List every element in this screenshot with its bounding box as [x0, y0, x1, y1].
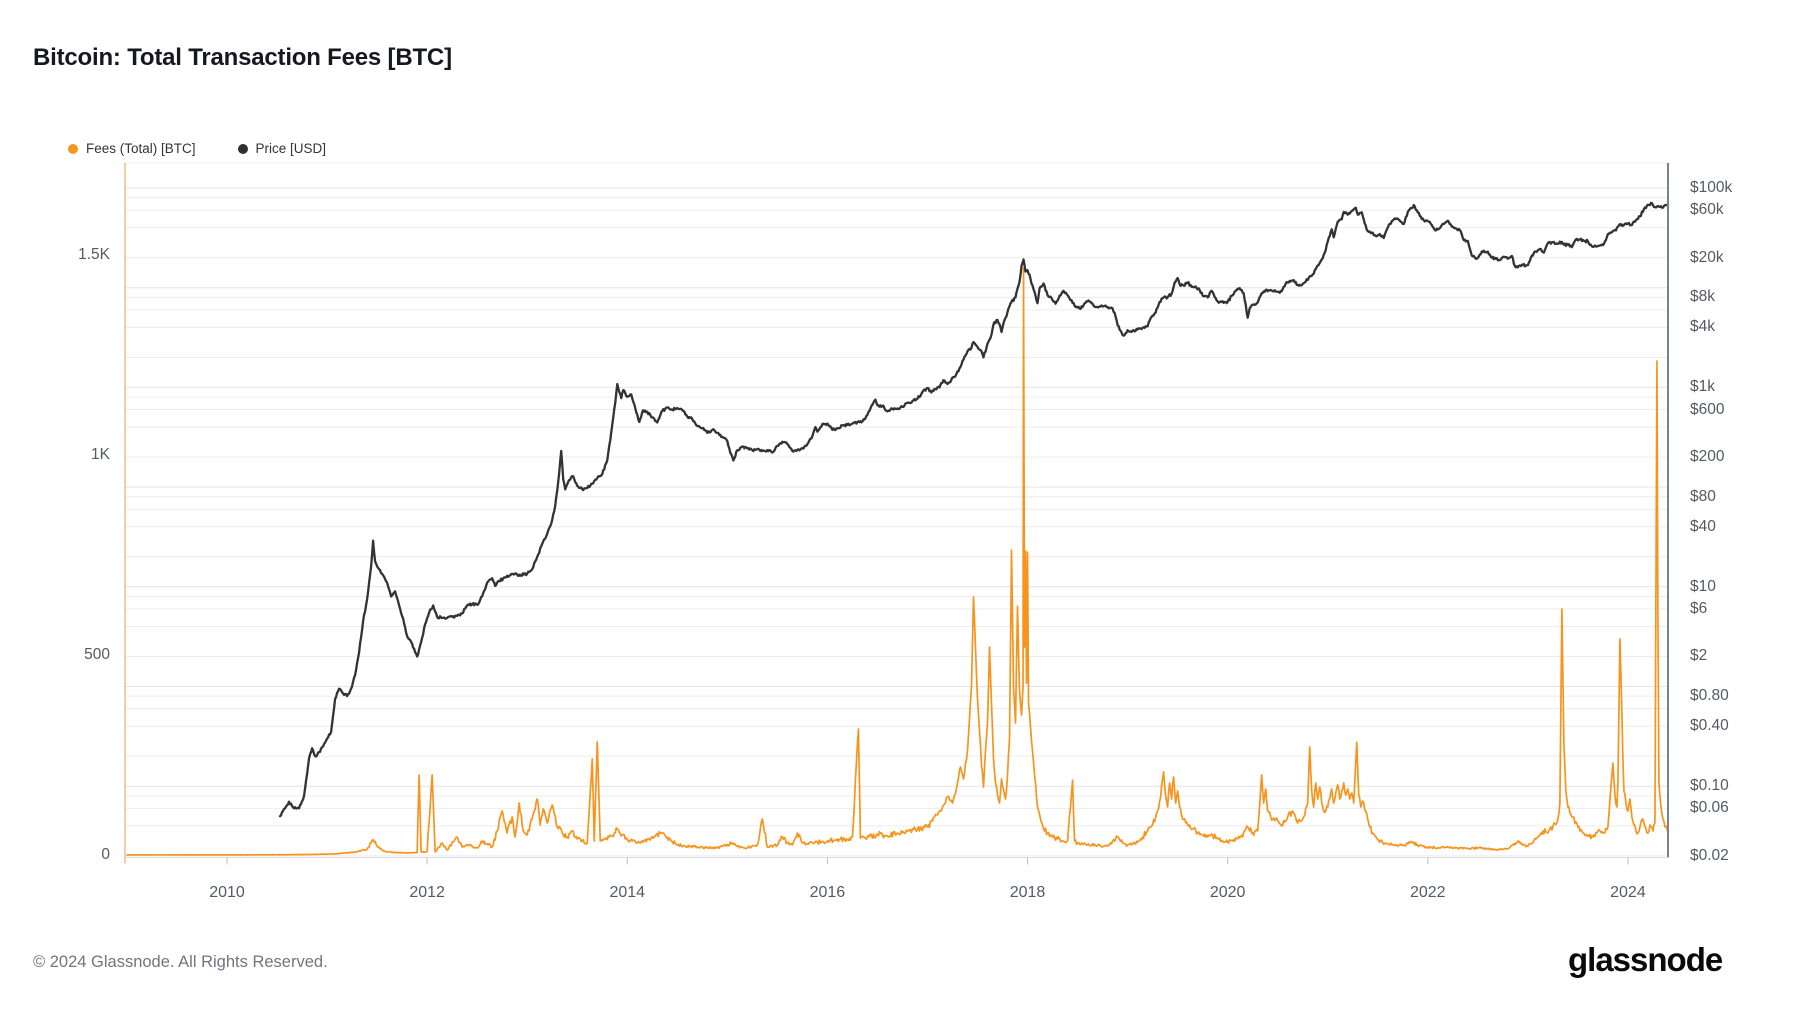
fees-series-line [126, 267, 1669, 856]
copyright-text: © 2024 Glassnode. All Rights Reserved. [33, 953, 328, 971]
fees-series-dot-icon [68, 143, 78, 154]
right-axis-tick: $40 [1690, 517, 1716, 535]
plot-borders [124, 162, 1669, 864]
right-axis-tick: $0.40 [1690, 717, 1729, 735]
x-axis-tick: 2020 [1209, 884, 1246, 901]
x-axis-tick: 2024 [1610, 884, 1646, 901]
right-axis-tick: $0.10 [1690, 777, 1729, 795]
left-axis-tick: 0 [101, 846, 110, 863]
right-axis-tick: $60k [1690, 201, 1724, 219]
right-axis-tick: $100k [1690, 179, 1733, 196]
right-axis-tick: $0.06 [1690, 799, 1729, 817]
x-axis-tick: 2016 [809, 884, 846, 901]
x-axis-tick: 2010 [209, 884, 245, 901]
x-axis-tick: 2022 [1409, 884, 1446, 901]
legend-price-label: Price [USD] [255, 141, 327, 156]
right-axis-tick: $20k [1690, 248, 1724, 266]
price-series-line [278, 201, 1670, 818]
left-axis-tick: 1.5K [78, 246, 110, 263]
right-axis-tick: $200 [1690, 448, 1725, 466]
right-axis-tick: $0.02 [1690, 846, 1729, 864]
right-axis-tick: $600 [1690, 400, 1725, 418]
legend-item-fees[interactable]: Fees (Total) [BTC] [68, 141, 196, 156]
right-axis-tick: $2 [1690, 647, 1708, 665]
gridlines [125, 187, 1668, 857]
x-axis-tick: 2018 [1009, 884, 1046, 901]
x-axis-ticks [226, 857, 1629, 865]
right-axis-tick: $4k [1690, 318, 1715, 336]
left-axis-tick: 1K [91, 446, 110, 463]
right-axis-tick: $0.80 [1690, 687, 1729, 705]
right-axis-tick: $80 [1690, 487, 1716, 505]
right-axis-tick: $10 [1690, 577, 1716, 595]
right-axis-tick: $8k [1690, 288, 1715, 306]
left-axis-tick: 500 [84, 646, 110, 663]
right-axis-tick: $6 [1690, 599, 1708, 617]
glassnode-logo[interactable]: glassnode [1568, 941, 1723, 978]
legend: Fees (Total) [BTC] Price [USD] [68, 141, 326, 156]
x-axis-tick: 2014 [609, 884, 646, 901]
legend-fees-label: Fees (Total) [BTC] [86, 141, 196, 156]
right-axis-tick: $1k [1690, 378, 1715, 396]
x-axis-tick: 2012 [409, 884, 445, 901]
price-series-dot-icon [237, 143, 248, 154]
legend-item-price[interactable]: Price [USD] [237, 141, 327, 156]
page-title: Bitcoin: Total Transaction Fees [BTC] [33, 44, 452, 71]
